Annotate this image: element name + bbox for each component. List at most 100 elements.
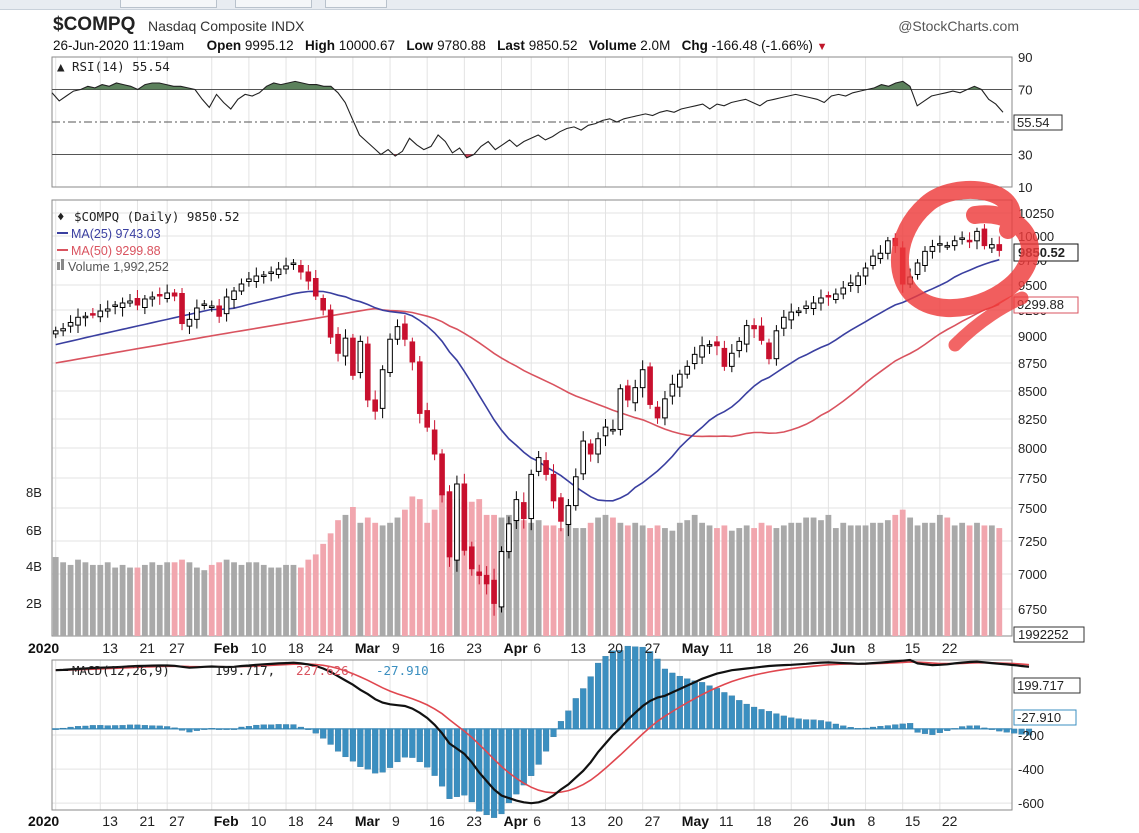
candle-body [951,240,958,247]
volume-bar [884,520,891,636]
volume-bar [899,509,906,636]
volume-bar [238,564,245,636]
rsi-overbought-fill [52,81,1003,90]
volume-bar [580,528,587,636]
histogram-bar [921,728,929,734]
histogram-bar [156,725,163,730]
macd-line [55,658,1030,805]
histogram-bar [788,717,795,730]
histogram-bar [334,728,342,752]
candle-body [298,265,304,273]
x-tick-label: 21 [139,640,155,656]
candle-body [803,305,809,309]
volume-bar [171,562,178,636]
toolbar-tab[interactable] [325,0,387,8]
volume-tick-label: 6B [26,523,42,538]
volume-bar [290,564,297,636]
histogram-bar [832,723,839,730]
candle-body [104,308,111,312]
candle-body [543,460,549,475]
histogram-bar [869,726,877,730]
histogram-bar [379,728,386,773]
x-tick-label-bottom: 18 [288,813,304,829]
histogram-bar [899,723,906,730]
candle-body [758,325,765,341]
histogram-bar [409,728,416,758]
candle-body [402,323,408,340]
candle-body [216,305,222,317]
candle-body [855,275,861,286]
volume-bar [67,564,74,636]
x-tick-label-bottom: Mar [355,813,380,829]
volume-bar [788,522,795,636]
histogram-value-text: -27.910 [1017,710,1061,725]
candle-body [357,340,364,374]
macd-panel-frame [51,659,1013,811]
low-label: Low [406,38,434,53]
histogram-bar [996,728,1003,732]
volume-bar [535,520,542,636]
price-tick-label: 9000 [1018,329,1047,344]
volume-bar [297,567,304,636]
histogram-bar [60,727,67,730]
toolbar-tab[interactable] [120,0,217,8]
candle-body [617,388,624,430]
x-tick-label-bottom: Jun [830,813,855,829]
volume-bar [944,517,951,636]
volume-bar [223,559,230,636]
volume-tick-label: 8B [26,485,42,500]
candle-body [885,240,891,254]
volume-bar [439,493,445,636]
volume-bar [260,564,267,636]
volume-legend-text: Volume 1,992,252 [68,260,169,274]
volume-label: Volume [588,38,637,53]
volume-bar [119,564,126,636]
histogram-bar [914,728,921,733]
volume-bar [543,525,549,636]
histogram-bar [297,726,304,730]
volume-bar [855,525,862,636]
price-tick-label: 7250 [1018,534,1047,549]
price-tick-label: 10250 [1018,206,1054,221]
x-tick-label: Feb [214,640,239,656]
histogram-bar [817,720,825,730]
candle-body [60,328,66,332]
toolbar-tab[interactable] [235,0,312,8]
volume-bar [550,525,557,636]
volume-bar [208,564,215,636]
candle-body [75,316,81,326]
histogram-bar [840,725,847,730]
histogram-bar [587,676,594,730]
price-tick-label: 8500 [1018,384,1047,399]
volume-bar [892,514,899,636]
candle-body [335,333,341,354]
volume-bar [758,522,765,636]
candle-body [312,278,319,297]
volume-bar [104,562,111,636]
histogram-bar [349,728,356,762]
candle-body [877,252,884,260]
candle-body [714,341,720,347]
histogram-bar [424,728,431,768]
histogram-bar [416,728,423,763]
candle-body [595,438,601,455]
rsi-tick-label: 70 [1018,83,1032,98]
volume-bar [922,522,928,636]
candle-body [231,290,237,300]
candle-body [996,244,1003,251]
candle-body [706,344,713,347]
histogram-bar [907,723,914,730]
volume-bar [520,520,527,636]
volume-bar [231,562,237,636]
candle-body [729,352,735,367]
histogram-bar [245,726,252,730]
x-tick-label: 8 [868,640,876,656]
volume-bar [60,562,67,636]
volume-bar [275,567,282,636]
volume-bar [342,514,349,636]
histogram-bar [112,725,119,730]
histogram-bar [810,719,817,730]
ma25-legend-text: MA(25) 9743.03 [71,227,161,241]
candle-body [201,303,208,306]
